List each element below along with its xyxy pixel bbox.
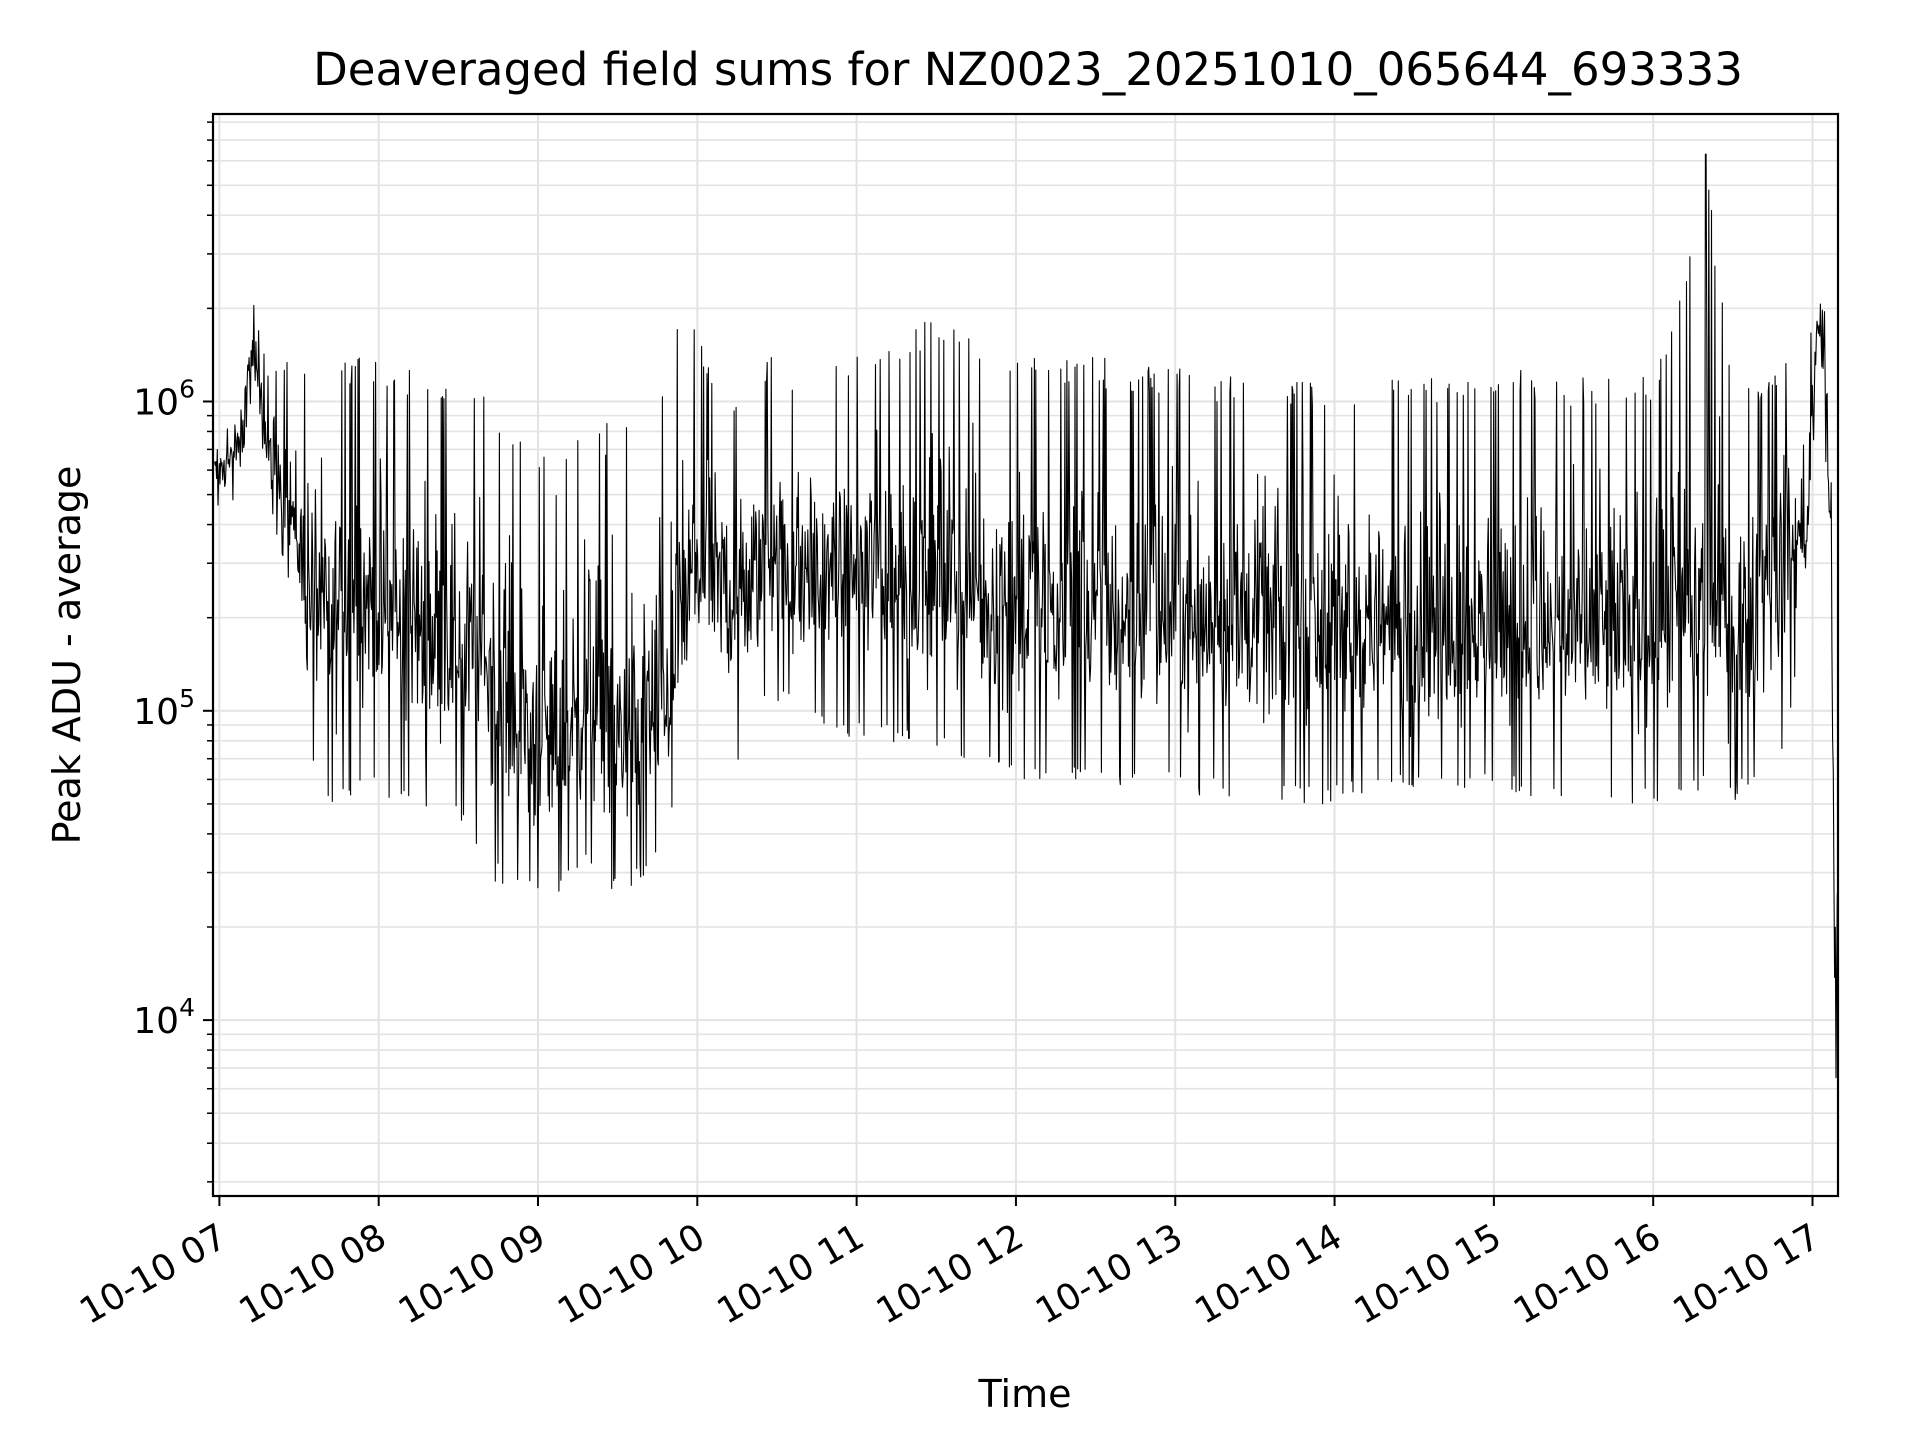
- y-axis-label: Peak ADU - average: [45, 466, 89, 845]
- y-tick-label: 106: [133, 374, 195, 423]
- grid-lines: [213, 114, 1838, 1196]
- y-tick-base: 10: [133, 1001, 179, 1042]
- plot-area: [211, 112, 1840, 1198]
- y-tick-exponent: 6: [179, 374, 195, 403]
- y-tick-base: 10: [133, 382, 179, 423]
- y-tick-label: 104: [133, 993, 195, 1042]
- y-tick-label: 105: [133, 684, 195, 733]
- y-tick-base: 10: [133, 692, 179, 733]
- x-axis-label: Time: [978, 1372, 1072, 1416]
- series-line: [214, 153, 1839, 1079]
- y-tick-exponent: 5: [179, 684, 195, 713]
- data-series: [214, 153, 1839, 1079]
- y-tick-exponent: 4: [179, 993, 195, 1022]
- chart-title: Deaveraged field sums for NZ0023_2025101…: [313, 43, 1743, 96]
